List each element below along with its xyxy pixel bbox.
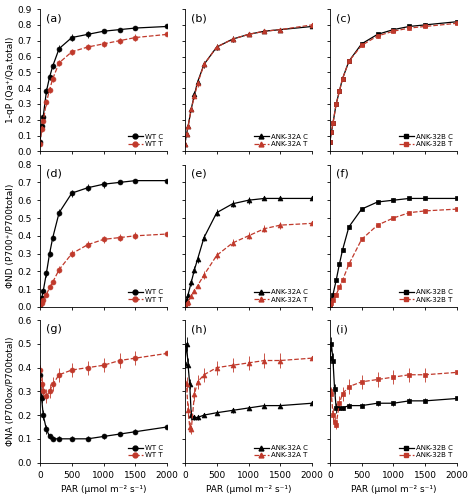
X-axis label: PAR (μmol m⁻² s⁻¹): PAR (μmol m⁻² s⁻¹) bbox=[351, 486, 436, 494]
Text: (d): (d) bbox=[46, 169, 62, 179]
Legend: WT C, WT T: WT C, WT T bbox=[127, 288, 164, 304]
Text: (a): (a) bbox=[46, 14, 62, 24]
Y-axis label: 1-qP (Qa⁺/Qa,total): 1-qP (Qa⁺/Qa,total) bbox=[6, 37, 15, 124]
Text: (b): (b) bbox=[191, 14, 207, 24]
Legend: ANK-32A C, ANK-32A T: ANK-32A C, ANK-32A T bbox=[253, 288, 309, 304]
X-axis label: PAR (μmol m⁻² s⁻¹): PAR (μmol m⁻² s⁻¹) bbox=[206, 486, 292, 494]
Y-axis label: ΦNA (P700ox/P700total): ΦNA (P700ox/P700total) bbox=[6, 336, 15, 446]
X-axis label: PAR (μmol m⁻² s⁻¹): PAR (μmol m⁻² s⁻¹) bbox=[61, 486, 146, 494]
Legend: ANK-32A C, ANK-32A T: ANK-32A C, ANK-32A T bbox=[253, 133, 309, 148]
Text: (h): (h) bbox=[191, 324, 207, 334]
Text: (i): (i) bbox=[336, 324, 348, 334]
Y-axis label: ΦND (P700⁺/P700total): ΦND (P700⁺/P700total) bbox=[6, 184, 15, 288]
Legend: WT C, WT T: WT C, WT T bbox=[127, 133, 164, 148]
Legend: ANK-32B C, ANK-32B T: ANK-32B C, ANK-32B T bbox=[398, 133, 454, 148]
Legend: ANK-32B C, ANK-32B T: ANK-32B C, ANK-32B T bbox=[398, 444, 454, 459]
Text: (f): (f) bbox=[336, 169, 349, 179]
Text: (e): (e) bbox=[191, 169, 207, 179]
Legend: ANK-32B C, ANK-32B T: ANK-32B C, ANK-32B T bbox=[398, 288, 454, 304]
Text: (c): (c) bbox=[336, 14, 351, 24]
Text: (g): (g) bbox=[46, 324, 62, 334]
Legend: ANK-32A C, ANK-32A T: ANK-32A C, ANK-32A T bbox=[253, 444, 309, 459]
Legend: WT C, WT T: WT C, WT T bbox=[127, 444, 164, 459]
